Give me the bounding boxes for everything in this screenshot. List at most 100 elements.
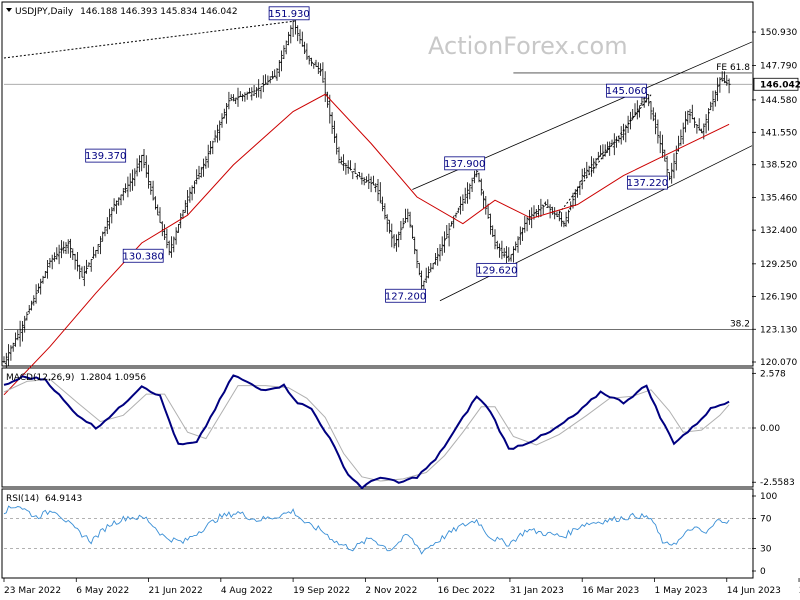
- price-bar: [236, 87, 240, 107]
- price-bar: [195, 169, 199, 185]
- annotation-label: 151.930: [268, 9, 309, 20]
- annotation-label: 129.620: [476, 265, 517, 276]
- price-bar: [436, 248, 440, 266]
- price-bar: [117, 197, 121, 206]
- price-bar: [156, 204, 160, 216]
- moving-average-line: [3, 93, 730, 396]
- trendline-2: [439, 145, 753, 302]
- price-bar: [296, 25, 300, 42]
- price-bar: [461, 194, 465, 211]
- rsi-tick-label: 0: [760, 567, 766, 577]
- price-bar: [392, 234, 396, 249]
- price-bar: [601, 144, 605, 160]
- watermark: ActionForex.com: [428, 32, 628, 60]
- price-bar: [342, 154, 346, 171]
- price-bar: [427, 266, 430, 279]
- price-bar: [488, 213, 492, 235]
- price-tick-label: 135.460: [760, 193, 797, 203]
- price-tick-label: 123.130: [760, 325, 797, 335]
- price-bar: [11, 342, 15, 352]
- x-tick-label: 4 Aug 2022: [221, 586, 273, 596]
- price-bar: [108, 208, 111, 230]
- price-bar: [700, 128, 703, 134]
- macd-title: MACD(12,26,9): [6, 373, 74, 383]
- price-bar: [397, 231, 401, 248]
- price-bar: [544, 201, 547, 206]
- price-bar: [179, 213, 183, 229]
- price-bar: [470, 177, 474, 192]
- price-bar: [71, 248, 75, 260]
- hline-label-0: FE 61.8: [716, 63, 750, 73]
- price-bar: [55, 247, 59, 260]
- price-bar: [181, 209, 185, 219]
- price-bar: [170, 236, 173, 258]
- annotation-box: [476, 262, 518, 277]
- price-bar: [619, 126, 623, 145]
- price-bar: [383, 203, 387, 220]
- price-bar: [573, 189, 577, 206]
- price-bar: [98, 236, 102, 255]
- collapse-arrow-icon[interactable]: [6, 8, 12, 12]
- price-bar: [57, 244, 61, 265]
- price-bar: [684, 111, 687, 133]
- price-bar: [94, 250, 98, 258]
- rsi-tick-label: 70: [760, 515, 772, 525]
- price-annotation-7: 137.220: [627, 175, 668, 190]
- price-bar: [330, 112, 334, 134]
- price-bar: [686, 110, 690, 125]
- price-bar: [119, 194, 123, 206]
- hline-label-2: 38.2: [730, 320, 750, 330]
- price-bar: [417, 262, 421, 276]
- price-bar: [80, 266, 84, 278]
- price-bar: [378, 182, 382, 204]
- price-bar: [264, 74, 268, 85]
- price-bar: [50, 254, 54, 270]
- price-bar: [92, 246, 95, 259]
- price-bar: [53, 252, 56, 262]
- price-bar: [307, 55, 311, 65]
- x-tick-label: 31 Jan 2023: [510, 586, 564, 596]
- macd-values: 1.2804 1.0956: [80, 373, 146, 383]
- price-bar: [651, 107, 655, 122]
- price-bar: [723, 71, 726, 84]
- price-annotation-6: 145.060: [606, 83, 647, 98]
- price-bar: [103, 226, 107, 237]
- x-tick-label: 6 May 2022: [76, 586, 129, 596]
- price-bar: [431, 263, 435, 270]
- annotation-box: [444, 156, 486, 171]
- price-bar: [73, 253, 77, 270]
- price-bar: [204, 156, 208, 169]
- price-bar: [165, 228, 169, 249]
- price-bar: [105, 217, 109, 234]
- price-bar: [284, 40, 288, 55]
- price-bar: [388, 219, 391, 234]
- price-bar: [413, 236, 417, 255]
- macd-layer: [3, 374, 752, 490]
- price-bar: [610, 139, 614, 145]
- price-bar: [605, 141, 609, 153]
- price-bar: [144, 155, 148, 178]
- price-bar: [314, 59, 318, 67]
- price-bar: [339, 156, 343, 165]
- price-bar: [585, 161, 589, 178]
- price-annotation-3: 127.200: [385, 288, 426, 303]
- price-bar: [243, 92, 247, 102]
- price-bar: [344, 162, 348, 175]
- annotation-label: 127.200: [385, 291, 426, 302]
- svg-text:USDJPY,Daily 146.188 146.3: USDJPY,Daily 146.188 146.393 145.834 146…: [15, 7, 238, 17]
- price-bar: [562, 220, 566, 228]
- price-bar: [612, 133, 616, 156]
- price-bar: [172, 236, 176, 253]
- price-bar: [62, 241, 66, 254]
- price-bar: [456, 207, 460, 213]
- x-tick-label: 1 May 2023: [654, 586, 707, 596]
- price-bar: [358, 172, 362, 178]
- price-bar: [126, 176, 130, 198]
- x-tick-label: 19 Sep 2022: [293, 586, 350, 596]
- price-bar: [271, 71, 274, 80]
- svg-text:MACD(12,26,9) 1.2804 1.095: MACD(12,26,9) 1.2804 1.0956: [6, 373, 146, 383]
- price-annotation-5: 129.620: [476, 262, 518, 277]
- rsi-tick-label: 30: [760, 545, 772, 555]
- x-tick-label: 21 Jun 2022: [149, 586, 203, 596]
- price-bar: [9, 345, 13, 361]
